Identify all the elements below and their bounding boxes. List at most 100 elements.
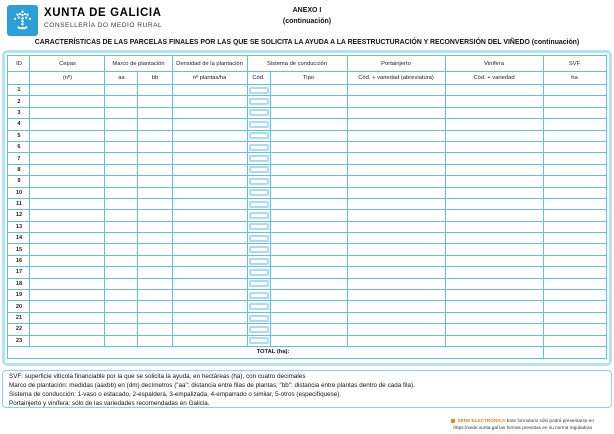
svf-input[interactable] bbox=[542, 186, 607, 199]
tipo-input[interactable] bbox=[269, 118, 348, 131]
portainjerto-input[interactable] bbox=[346, 289, 446, 302]
densidad-input[interactable] bbox=[171, 266, 248, 279]
bb-input[interactable] bbox=[137, 186, 173, 199]
cepas-input[interactable] bbox=[29, 106, 106, 120]
cepas-input[interactable] bbox=[29, 254, 106, 268]
cod-inputbox[interactable] bbox=[248, 86, 269, 94]
cod-inputbox[interactable] bbox=[248, 166, 269, 174]
cod-input[interactable] bbox=[246, 95, 271, 108]
aa-input[interactable] bbox=[104, 209, 139, 222]
svf-input[interactable] bbox=[542, 152, 607, 165]
aa-input[interactable] bbox=[104, 289, 139, 302]
aa-input[interactable] bbox=[104, 232, 139, 245]
bb-input[interactable] bbox=[137, 152, 173, 165]
tipo-input[interactable] bbox=[269, 220, 348, 234]
portainjerto-input[interactable] bbox=[346, 220, 446, 234]
portainjerto-input[interactable] bbox=[346, 232, 446, 245]
svf-input[interactable] bbox=[542, 129, 607, 142]
portainjerto-input[interactable] bbox=[346, 334, 446, 348]
vinifera-input[interactable] bbox=[444, 232, 544, 245]
bb-input[interactable] bbox=[137, 175, 173, 188]
cepas-input[interactable] bbox=[29, 175, 106, 188]
svf-input[interactable] bbox=[542, 311, 607, 325]
densidad-input[interactable] bbox=[171, 243, 248, 256]
cod-input[interactable] bbox=[246, 197, 271, 211]
cod-inputbox[interactable] bbox=[248, 234, 269, 242]
cod-input[interactable] bbox=[246, 266, 271, 279]
cepas-input[interactable] bbox=[29, 232, 106, 245]
bb-input[interactable] bbox=[137, 140, 173, 154]
tipo-input[interactable] bbox=[269, 186, 348, 199]
tipo-input[interactable] bbox=[269, 277, 348, 291]
aa-input[interactable] bbox=[104, 140, 139, 154]
vinifera-input[interactable] bbox=[444, 129, 544, 142]
bb-input[interactable] bbox=[137, 323, 173, 336]
aa-input[interactable] bbox=[104, 197, 139, 211]
aa-input[interactable] bbox=[104, 118, 139, 131]
cod-input[interactable] bbox=[246, 254, 271, 268]
densidad-input[interactable] bbox=[171, 83, 248, 97]
vinifera-input[interactable] bbox=[444, 209, 544, 222]
svf-input[interactable] bbox=[542, 118, 607, 131]
aa-input[interactable] bbox=[104, 300, 139, 313]
cod-input[interactable] bbox=[246, 300, 271, 313]
cod-inputbox[interactable] bbox=[248, 98, 269, 106]
bb-input[interactable] bbox=[137, 209, 173, 222]
cepas-input[interactable] bbox=[29, 197, 106, 211]
cod-input[interactable] bbox=[246, 334, 271, 348]
tipo-input[interactable] bbox=[269, 152, 348, 165]
tipo-input[interactable] bbox=[269, 129, 348, 142]
densidad-input[interactable] bbox=[171, 152, 248, 165]
densidad-input[interactable] bbox=[171, 129, 248, 142]
vinifera-input[interactable] bbox=[444, 83, 544, 97]
cepas-input[interactable] bbox=[29, 163, 106, 177]
portainjerto-input[interactable] bbox=[346, 266, 446, 279]
svf-input[interactable] bbox=[542, 163, 607, 177]
tipo-input[interactable] bbox=[269, 323, 348, 336]
densidad-input[interactable] bbox=[171, 118, 248, 131]
cod-input[interactable] bbox=[246, 243, 271, 256]
cod-inputbox[interactable] bbox=[248, 257, 269, 265]
cod-input[interactable] bbox=[246, 311, 271, 325]
aa-input[interactable] bbox=[104, 175, 139, 188]
tipo-input[interactable] bbox=[269, 334, 348, 348]
cod-inputbox[interactable] bbox=[248, 120, 269, 128]
portainjerto-input[interactable] bbox=[346, 311, 446, 325]
cepas-input[interactable] bbox=[29, 83, 106, 97]
densidad-input[interactable] bbox=[171, 163, 248, 177]
tipo-input[interactable] bbox=[269, 232, 348, 245]
aa-input[interactable] bbox=[104, 163, 139, 177]
cepas-input[interactable] bbox=[29, 186, 106, 199]
bb-input[interactable] bbox=[137, 334, 173, 348]
bb-input[interactable] bbox=[137, 266, 173, 279]
cod-inputbox[interactable] bbox=[248, 189, 269, 197]
portainjerto-input[interactable] bbox=[346, 106, 446, 120]
portainjerto-input[interactable] bbox=[346, 118, 446, 131]
svf-input[interactable] bbox=[542, 277, 607, 291]
vinifera-input[interactable] bbox=[444, 243, 544, 256]
densidad-input[interactable] bbox=[171, 220, 248, 234]
aa-input[interactable] bbox=[104, 277, 139, 291]
tipo-input[interactable] bbox=[269, 254, 348, 268]
cod-input[interactable] bbox=[246, 163, 271, 177]
cod-input[interactable] bbox=[246, 209, 271, 222]
bb-input[interactable] bbox=[137, 300, 173, 313]
vinifera-input[interactable] bbox=[444, 323, 544, 336]
cepas-input[interactable] bbox=[29, 243, 106, 256]
aa-input[interactable] bbox=[104, 106, 139, 120]
portainjerto-input[interactable] bbox=[346, 186, 446, 199]
cod-inputbox[interactable] bbox=[248, 246, 269, 254]
svf-input[interactable] bbox=[542, 106, 607, 120]
bb-input[interactable] bbox=[137, 289, 173, 302]
vinifera-input[interactable] bbox=[444, 140, 544, 154]
cepas-input[interactable] bbox=[29, 220, 106, 234]
cod-inputbox[interactable] bbox=[248, 314, 269, 322]
bb-input[interactable] bbox=[137, 232, 173, 245]
bb-input[interactable] bbox=[137, 129, 173, 142]
bb-input[interactable] bbox=[137, 95, 173, 108]
cepas-input[interactable] bbox=[29, 209, 106, 222]
bb-input[interactable] bbox=[137, 311, 173, 325]
tipo-input[interactable] bbox=[269, 266, 348, 279]
densidad-input[interactable] bbox=[171, 106, 248, 120]
vinifera-input[interactable] bbox=[444, 152, 544, 165]
